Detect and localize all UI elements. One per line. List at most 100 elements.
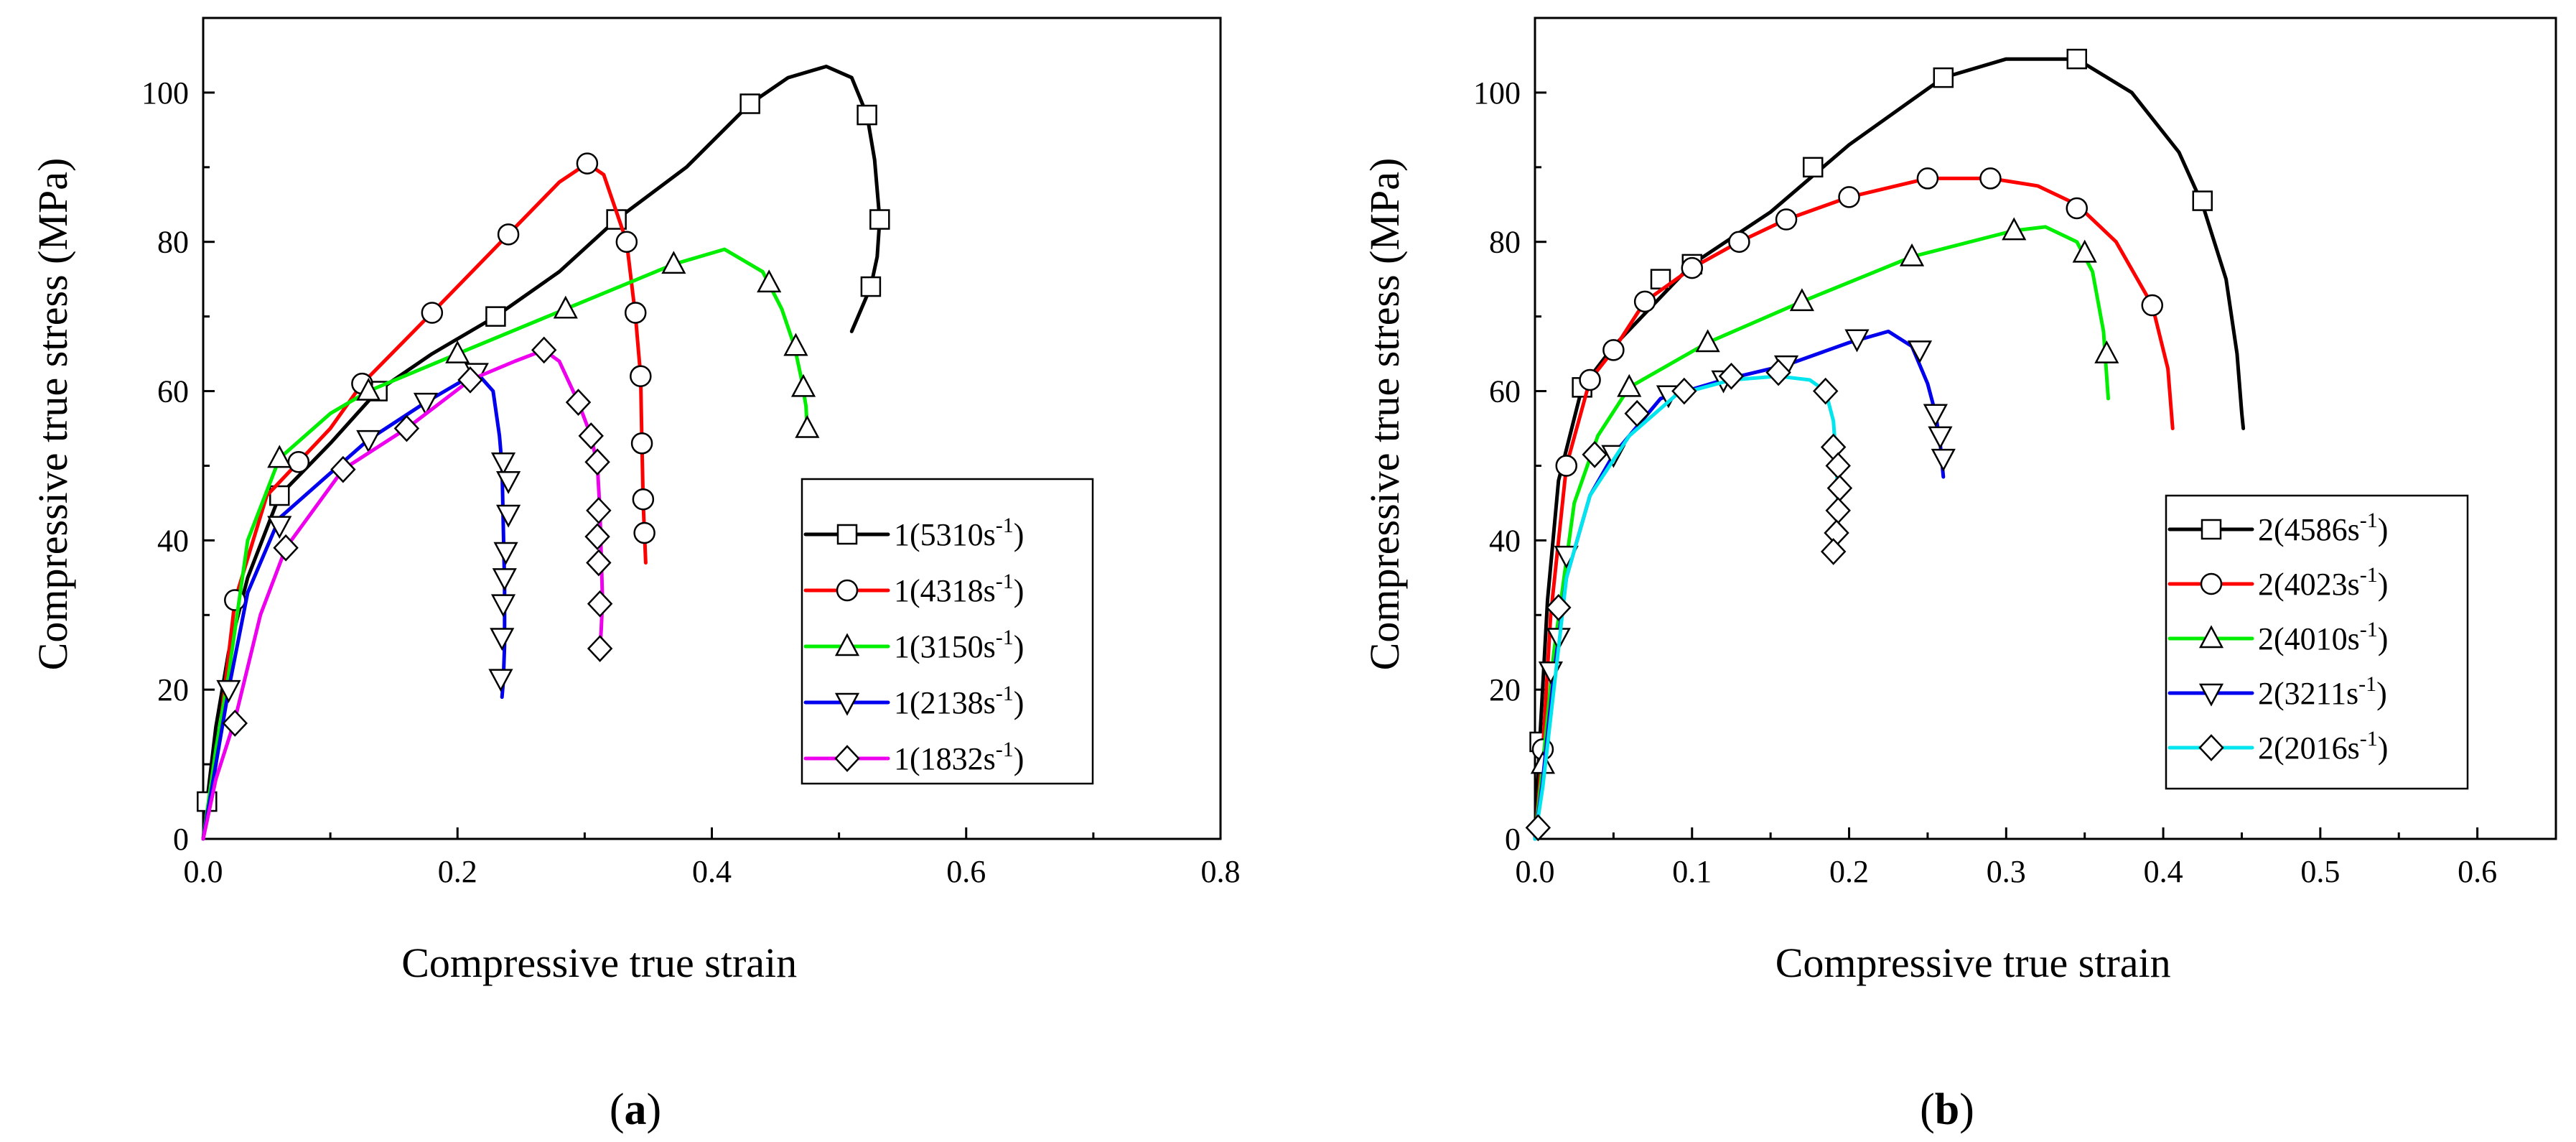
x-tick-label: 0.8: [1201, 854, 1241, 889]
y-axis-title: Compressive true stress (MPa): [1361, 158, 1408, 671]
data-point-diamond: [1825, 452, 1851, 480]
data-point-diamond: [1813, 377, 1839, 405]
y-tick-label: 20: [1489, 672, 1521, 707]
data-point-circle: [630, 432, 653, 455]
legend-item: 1(2138s-1): [803, 682, 1024, 720]
data-point-square: [2192, 190, 2213, 211]
data-point-circle: [630, 365, 652, 388]
panel-a-label: (a): [610, 1085, 661, 1134]
data-point-square: [485, 306, 506, 327]
series-square: [197, 65, 890, 841]
legend-marker-triangle-up: [2198, 625, 2224, 649]
data-point-diamond: [1826, 474, 1853, 502]
data-point-diamond: [393, 414, 420, 442]
data-point-diamond: [531, 336, 557, 364]
data-point-diamond: [1582, 441, 1607, 468]
legend-label: 1(3150s-1): [894, 626, 1024, 664]
legend-item: 1(5310s-1): [803, 514, 1024, 552]
legend-item: 2(4586s-1): [2167, 509, 2388, 547]
data-point-triangle-up: [1789, 288, 1814, 312]
series-line: [1533, 57, 2246, 841]
x-tick-label: 0.2: [1829, 854, 1869, 889]
data-point-circle: [624, 302, 647, 324]
legend-label: 1(5310s-1): [894, 514, 1024, 552]
data-point-diamond: [587, 635, 613, 662]
data-point-square: [1802, 157, 1824, 178]
data-point-circle: [1555, 455, 1578, 477]
legend-item: 1(3150s-1): [803, 626, 1024, 664]
legend-marker-circle: [2200, 572, 2223, 595]
legend-label: 1(2138s-1): [894, 682, 1024, 720]
data-point-triangle-up: [267, 445, 292, 468]
legend-label: 1(1832s-1): [894, 738, 1024, 776]
plot-frame: [1534, 17, 2557, 840]
data-point-triangle-up: [790, 373, 816, 397]
data-point-diamond: [1525, 814, 1551, 842]
y-axis-title: Compressive true stress (MPa): [29, 158, 76, 671]
data-point-diamond: [330, 455, 356, 483]
series-line: [1533, 176, 2175, 841]
data-point-triangle-down: [488, 669, 513, 692]
panel-b-chart: 0.0 0.1 0.2 0.3 0.4 0.5 0.6 0 20 40 60 80 100 Compres…: [1361, 17, 2557, 986]
data-point-circle: [1916, 167, 1939, 190]
x-tick-label: 0.2: [438, 854, 477, 889]
data-point-diamond: [1765, 358, 1791, 386]
data-point-circle: [1775, 208, 1798, 231]
data-point-triangle-down: [1923, 404, 1948, 427]
legend-marker-triangle-down: [834, 692, 860, 716]
panel-b-label: (b): [1920, 1085, 1974, 1134]
y-tick-label: 40: [157, 523, 189, 558]
data-point-triangle-down: [490, 594, 516, 618]
y-tick-label: 0: [173, 822, 189, 857]
data-point-diamond: [565, 389, 592, 416]
series-circle: [1531, 167, 2175, 841]
x-tick-label: 0.6: [2458, 854, 2497, 889]
data-point-circle: [1728, 231, 1750, 253]
data-point-diamond: [584, 523, 610, 550]
data-point-triangle-down: [496, 470, 521, 494]
data-point-triangle-down: [356, 430, 381, 453]
legend: 1(5310s-1) 1(4318s-1) 1(3150s-1) 1(2138s-1)…: [801, 478, 1094, 785]
x-tick-label: 0.5: [2300, 854, 2340, 889]
x-tick-label: 0.6: [946, 854, 986, 889]
series-line: [1533, 225, 2110, 841]
data-point-triangle-up: [356, 377, 381, 401]
x-tick-label: 0.4: [692, 854, 732, 889]
data-point-diamond: [1671, 377, 1697, 405]
data-point-circle: [576, 152, 599, 175]
legend-item: 1(1832s-1): [803, 738, 1024, 776]
data-point-diamond: [1546, 594, 1572, 621]
series-triangle-up: [1530, 217, 2119, 841]
x-tick-label: 0.3: [1987, 854, 2026, 889]
data-point-triangle-up: [661, 251, 686, 274]
data-point-square: [869, 209, 890, 230]
data-point-diamond: [1820, 433, 1847, 461]
panel-a-chart: 0.0 0.2 0.4 0.6 0.8 0 20 40 60 80 100 Compressive t…: [29, 17, 1241, 986]
data-point-diamond: [1825, 496, 1851, 524]
data-point-triangle-up: [1899, 243, 1925, 266]
data-point-diamond: [1718, 362, 1745, 390]
data-point-square: [739, 93, 760, 114]
x-tick-label: 0.0: [1516, 854, 1555, 889]
legend-marker-triangle-down: [2198, 683, 2224, 707]
data-point-square: [857, 104, 877, 126]
series-triangle-down: [201, 363, 521, 841]
y-tick-label: 60: [1489, 374, 1521, 409]
legend-marker-triangle-up: [834, 633, 860, 656]
series-triangle-down: [1533, 329, 1956, 841]
series-square: [1529, 48, 2246, 841]
data-point-diamond: [584, 448, 610, 476]
legend-label: 2(3211s-1): [2258, 672, 2387, 711]
data-point-triangle-down: [1844, 329, 1870, 353]
data-point-circle: [1979, 167, 2002, 190]
data-point-triangle-up: [783, 333, 808, 356]
data-point-circle: [1602, 339, 1625, 361]
data-point-circle: [421, 302, 444, 324]
legend-item: 2(2016s-1): [2167, 727, 2388, 766]
y-tick-label: 60: [157, 374, 189, 409]
legend-label: 2(4023s-1): [2258, 563, 2388, 602]
legend-item: 1(4318s-1): [803, 570, 1024, 608]
data-point-triangle-up: [2072, 239, 2097, 263]
data-point-square: [269, 485, 290, 506]
series-line: [201, 371, 507, 841]
